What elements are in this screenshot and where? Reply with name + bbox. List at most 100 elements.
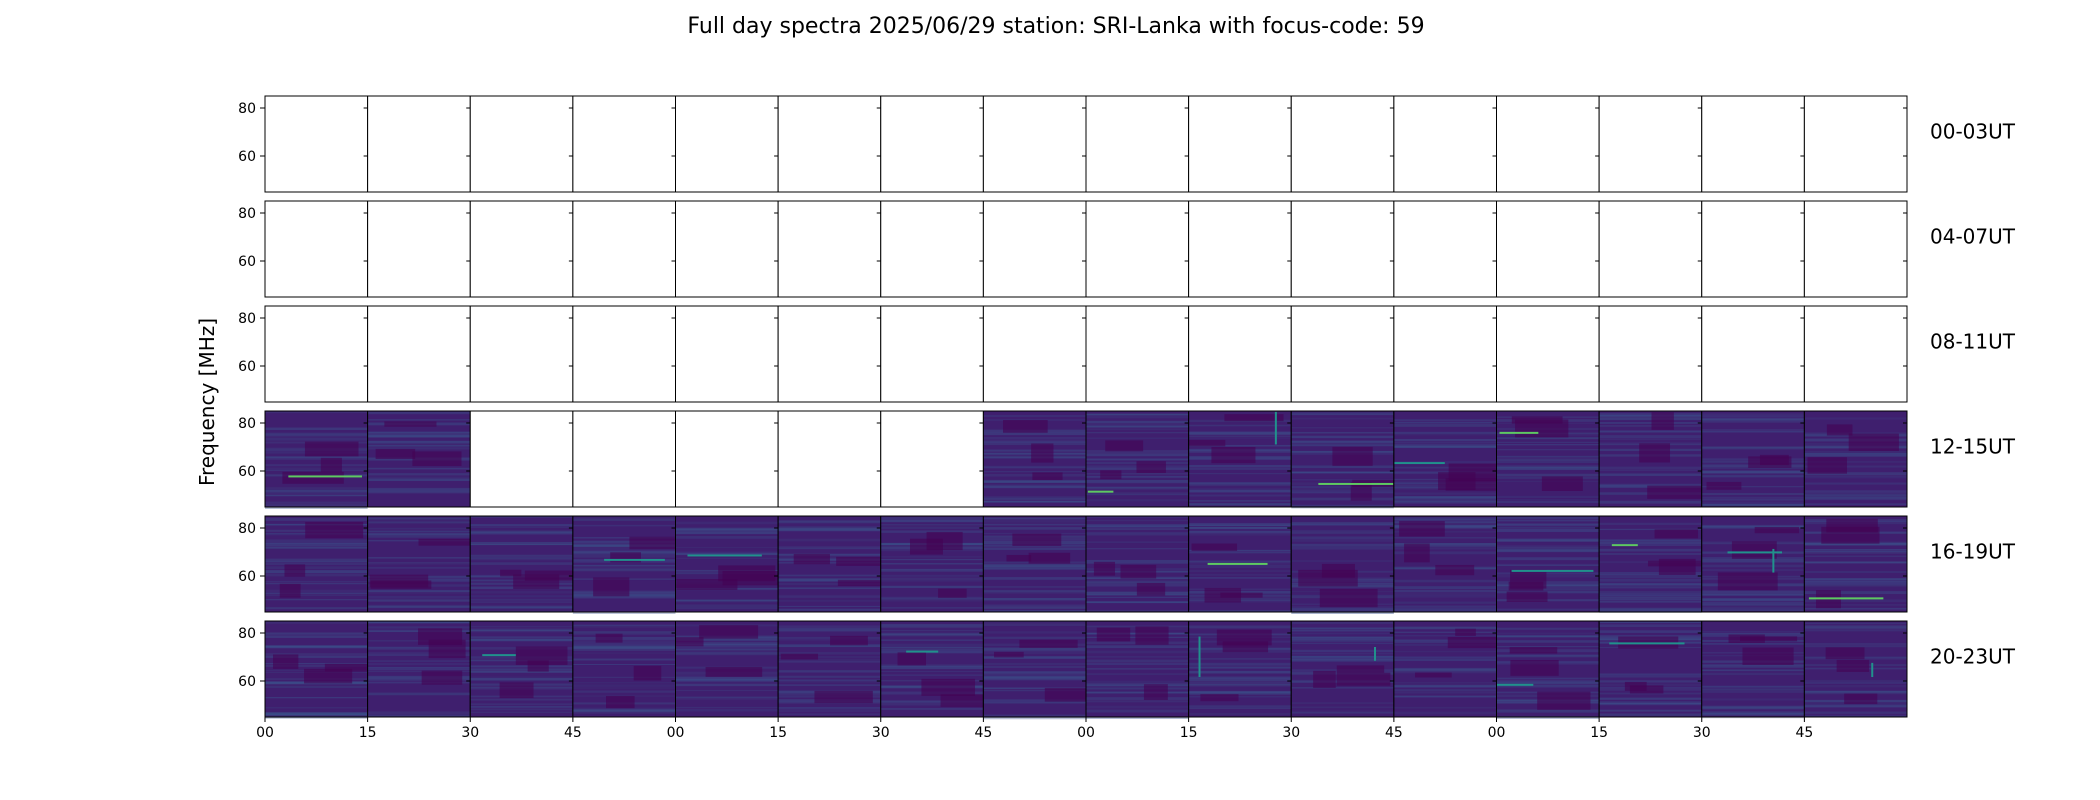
spectrum-band xyxy=(1188,468,1292,470)
spectrum-band xyxy=(265,427,368,430)
spectrum-band xyxy=(367,590,471,592)
spectrum-band xyxy=(1188,677,1292,681)
panel-background xyxy=(1188,96,1292,192)
spectrum-band xyxy=(1188,684,1292,687)
panel-background xyxy=(675,306,779,402)
spectrum-band xyxy=(1291,442,1394,445)
spectrum-panel xyxy=(777,410,882,508)
spectrum-band xyxy=(1599,422,1702,425)
spectrum-band xyxy=(880,648,984,651)
spectrum-band xyxy=(470,605,573,609)
spectrum-band xyxy=(1599,592,1702,596)
spectrum-band xyxy=(470,598,573,601)
spectrum-band xyxy=(983,656,1086,659)
spectrum-band xyxy=(983,498,1086,500)
spectrum-band xyxy=(1086,663,1189,665)
burst-line xyxy=(1871,662,1874,678)
spectrum-band xyxy=(572,645,676,649)
spectrum-patch xyxy=(304,441,359,457)
spectrum-panel xyxy=(880,620,988,718)
spectrum-band xyxy=(470,703,573,706)
spectrum-band xyxy=(1496,449,1600,451)
spectrum-band xyxy=(1393,424,1497,427)
spectrum-band xyxy=(880,629,984,632)
spectrum-band xyxy=(367,534,471,537)
spectrum-band xyxy=(1804,607,1907,610)
spectrum-band xyxy=(1804,582,1907,586)
spectrum-band xyxy=(1086,425,1189,428)
spectrum-band xyxy=(778,578,881,582)
spectrum-band xyxy=(1393,444,1497,448)
spectrum-band xyxy=(1599,607,1702,611)
spectrum-panel xyxy=(1290,95,1395,193)
spectrum-band xyxy=(1291,488,1394,492)
spectrum-band xyxy=(1599,430,1702,433)
spectrum-band xyxy=(1086,476,1189,478)
spectrum-band xyxy=(572,708,676,712)
spectrum-band xyxy=(1804,493,1907,497)
spectrum-patch xyxy=(1740,636,1798,642)
spectrum-band xyxy=(265,504,368,507)
spectrum-band xyxy=(265,593,368,595)
spectrum-band xyxy=(265,686,368,688)
spectrum-band xyxy=(470,542,573,545)
spectrum-band xyxy=(1701,690,1805,693)
spectrum-band xyxy=(778,707,881,711)
panel-background xyxy=(1599,96,1702,192)
spectrum-panel xyxy=(469,95,574,193)
spectrum-panel xyxy=(572,305,676,403)
spectrum-patch xyxy=(1204,587,1242,603)
spectrum-band xyxy=(367,434,471,437)
spectrum-band xyxy=(1804,642,1907,646)
panel-frame xyxy=(1803,200,1908,298)
spectrum-band xyxy=(675,604,779,608)
spectrum-band xyxy=(265,560,368,563)
spectrum-band xyxy=(1393,671,1497,674)
spectrum-band xyxy=(675,651,779,655)
spectrum-band xyxy=(1804,629,1907,632)
spectrum-band xyxy=(1496,520,1600,522)
spectrum-band xyxy=(1599,697,1702,700)
spectrum-band xyxy=(1496,564,1600,567)
spectrum-band xyxy=(1496,549,1600,552)
spectrum-patch xyxy=(500,569,522,577)
panel-background xyxy=(1496,96,1600,192)
spectrum-band xyxy=(1188,526,1292,529)
spectrum-band xyxy=(1496,581,1600,585)
spectrum-band xyxy=(1804,561,1907,563)
spectrum-band xyxy=(265,664,368,667)
spectrum-band xyxy=(1599,473,1702,477)
spectrum-patch xyxy=(1100,470,1122,480)
spectrum-band xyxy=(778,548,881,550)
spectrum-band xyxy=(983,497,1086,501)
spectrum-band xyxy=(1496,563,1600,566)
spectrum-band xyxy=(1804,453,1907,456)
spectrum-band xyxy=(572,564,676,567)
spectrum-band xyxy=(1393,608,1497,612)
spectrum-band xyxy=(1599,415,1702,417)
spectrum-band xyxy=(983,436,1086,440)
spectrum-panel xyxy=(1803,95,1908,193)
spectrum-band xyxy=(983,500,1086,503)
spectrum-band xyxy=(265,411,368,414)
spectrum-band xyxy=(265,607,368,610)
signal-line xyxy=(1496,683,1534,686)
spectrum-band xyxy=(572,567,676,570)
spectrum-band xyxy=(1086,532,1189,536)
spectrum-band xyxy=(1086,650,1189,654)
spectrum-band xyxy=(1701,633,1805,635)
spectrum-band xyxy=(778,521,881,524)
spectrum-panel xyxy=(1496,620,1600,719)
spectrum-band xyxy=(265,582,368,585)
panel-background xyxy=(1291,201,1394,297)
spectrum-panel xyxy=(1085,620,1190,719)
x-tick-label: 30 xyxy=(461,725,479,741)
spectrum-panel xyxy=(1393,410,1501,508)
spectrum-band xyxy=(1393,695,1497,698)
panel-background xyxy=(265,96,368,192)
panel-background xyxy=(880,201,984,297)
spectrum-band xyxy=(265,713,368,717)
spectrum-band xyxy=(1393,461,1497,464)
spectrum-band xyxy=(265,685,368,688)
panel-background xyxy=(265,411,368,507)
